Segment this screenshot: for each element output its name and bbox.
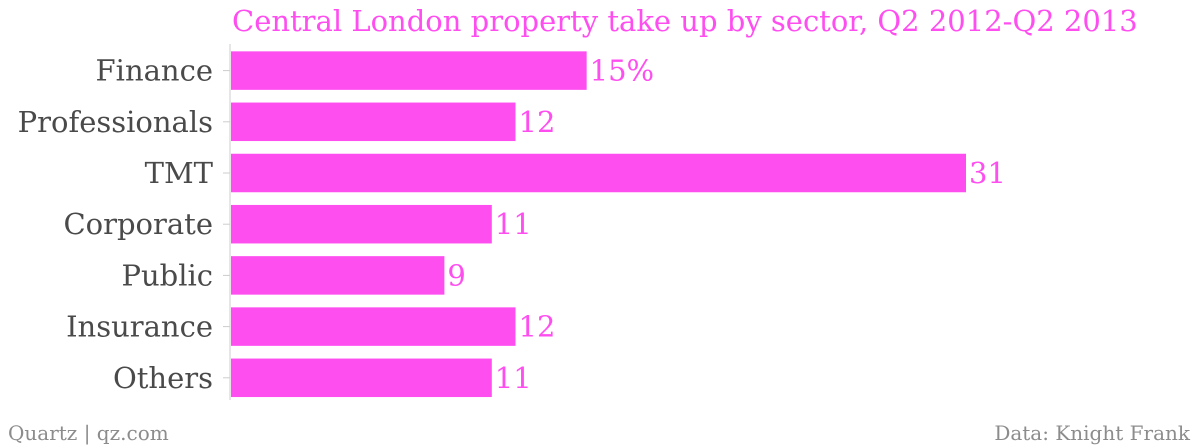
chart-title: Central London property take up by secto… (232, 4, 1138, 38)
category-label: Insurance (66, 310, 213, 344)
bar-tmt (231, 153, 966, 193)
value-label: 12 (519, 310, 556, 344)
category-label: Public (121, 258, 213, 292)
value-label: 31 (969, 156, 1006, 190)
value-label: 11 (495, 207, 532, 241)
bar-finance (231, 51, 587, 90)
category-label: Others (113, 361, 213, 395)
bar-others (231, 358, 492, 398)
category-label: Corporate (63, 207, 213, 241)
bar-insurance (231, 307, 516, 346)
bar-public (231, 256, 445, 295)
bars-group: Finance 15% Professionals 12 TMT 31 Corporate 1… (18, 51, 1006, 398)
category-label: Finance (96, 54, 213, 88)
value-label: 12 (519, 105, 556, 139)
bar-corporate (231, 204, 492, 244)
footer-source-left: Quartz | qz.com (8, 421, 169, 446)
value-label: 15% (590, 54, 654, 88)
category-label: Professionals (18, 105, 213, 139)
value-label: 11 (495, 361, 532, 395)
footer-source-right: Data: Knight Frank (994, 421, 1191, 445)
bar-professionals (231, 102, 516, 142)
category-label: TMT (145, 156, 214, 190)
value-label: 9 (447, 258, 465, 292)
